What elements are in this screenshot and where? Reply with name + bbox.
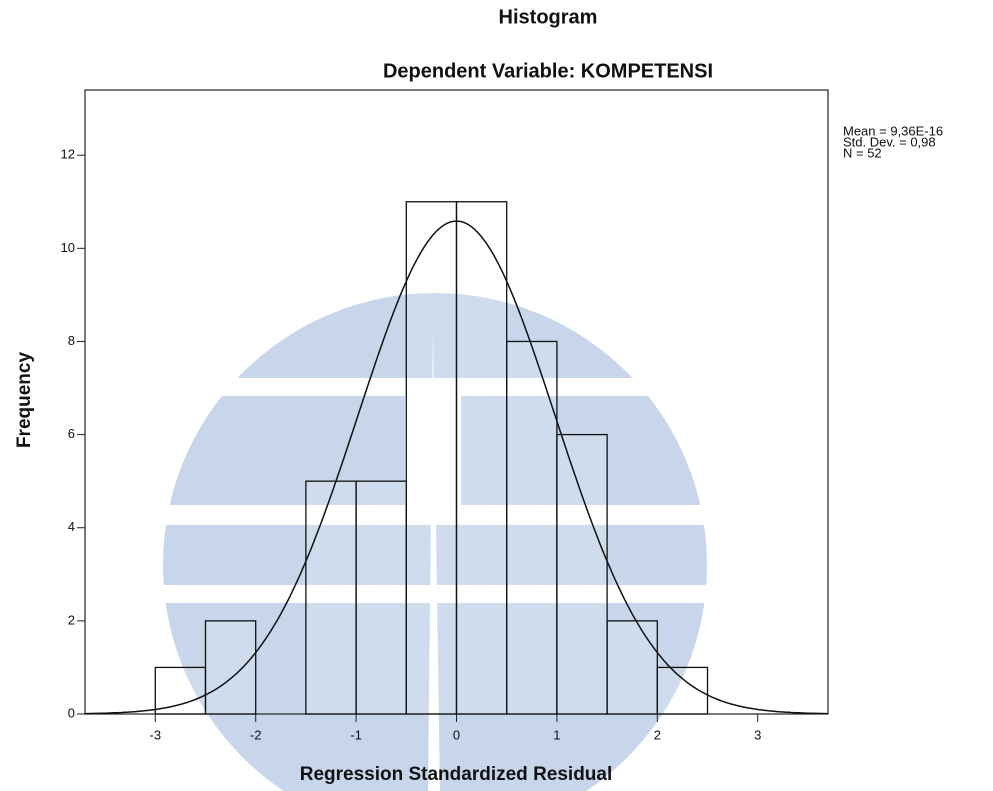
stat-std: Std. Dev. = 0,98 — [843, 134, 936, 149]
stat-n: N = 52 — [843, 145, 882, 160]
bar — [606, 620, 658, 715]
x-tick-label: -2 — [250, 727, 262, 742]
y-tick-label: 8 — [68, 333, 75, 348]
x-tick-label: 0 — [453, 727, 460, 742]
y-tick-label: 12 — [61, 147, 75, 162]
y-tick-label: 0 — [68, 705, 75, 720]
x-tick-label: -1 — [350, 727, 362, 742]
x-axis-label: Regression Standardized Residual — [300, 764, 613, 785]
bar — [556, 433, 608, 715]
bar — [305, 480, 357, 715]
bar — [204, 620, 257, 715]
y-tick-label: 2 — [68, 612, 75, 627]
bar — [455, 201, 508, 715]
chart-title: Histogram — [499, 6, 598, 28]
y-tick-label: 4 — [68, 519, 75, 534]
x-tick-label: 2 — [654, 727, 661, 742]
x-tick-label: 3 — [754, 727, 761, 742]
x-tick-label: -3 — [150, 727, 162, 742]
normal-curve — [85, 220, 828, 715]
y-tick-label: 10 — [61, 240, 75, 255]
y-axis-label: Frequency — [14, 352, 35, 449]
x-tick-label: 1 — [553, 727, 560, 742]
watermark — [163, 293, 707, 791]
bar — [506, 340, 558, 715]
bar — [405, 201, 458, 715]
y-tick-label: 6 — [68, 426, 75, 441]
chart-subtitle: Dependent Variable: KOMPETENSI — [383, 60, 713, 82]
bar — [355, 480, 407, 715]
stat-mean: Mean = 9,36E-16 — [843, 123, 943, 138]
bar — [154, 666, 207, 715]
